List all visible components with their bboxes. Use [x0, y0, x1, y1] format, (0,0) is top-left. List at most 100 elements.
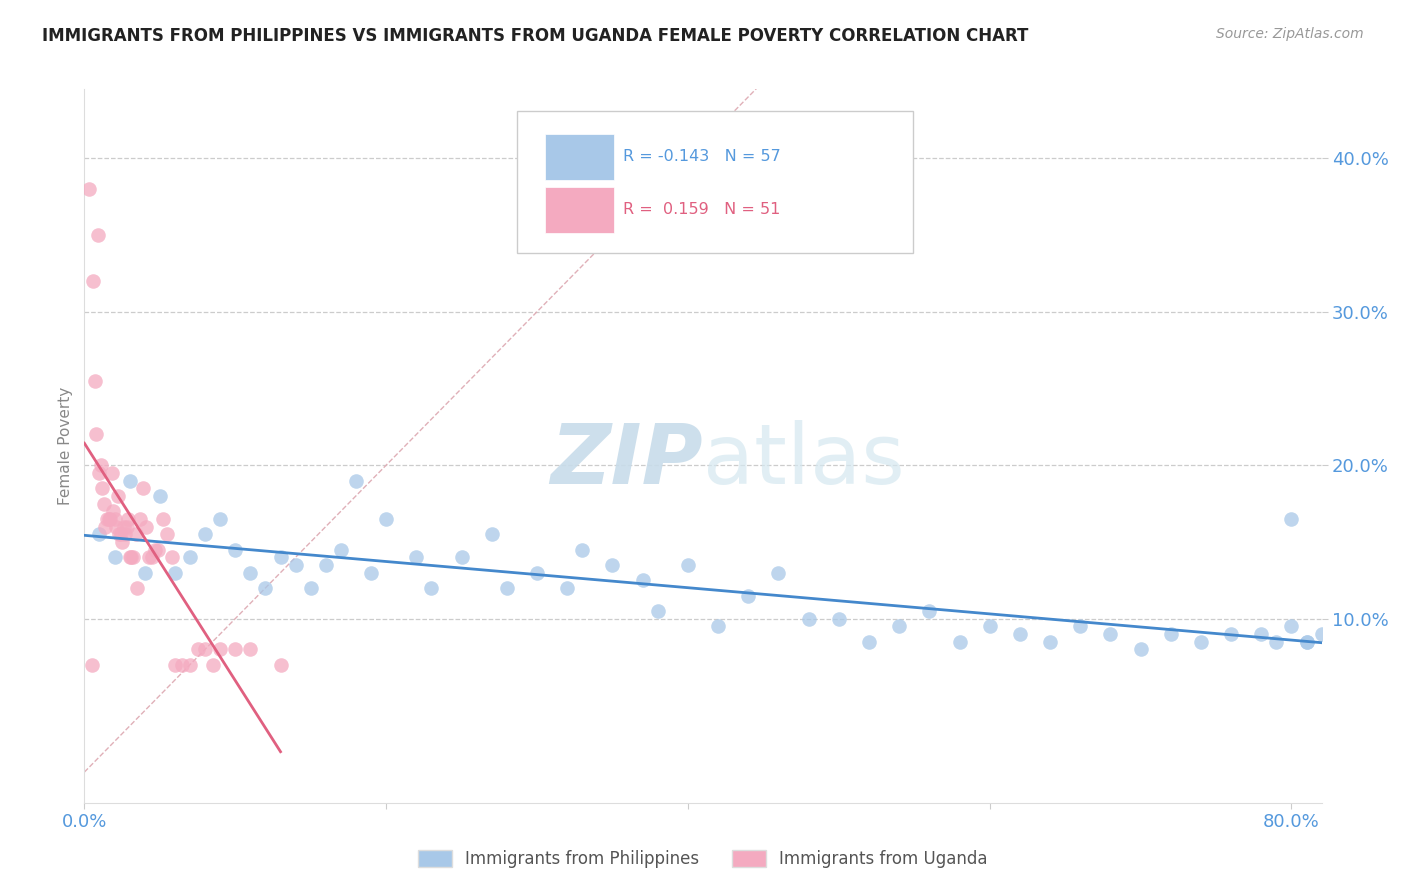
Point: [889, 619, 911, 633]
Point: [194, 642, 217, 657]
Point: [707, 619, 730, 633]
Point: [101, 504, 124, 518]
Text: IMMIGRANTS FROM PHILIPPINES VS IMMIGRANTS FROM UGANDA FEMALE POVERTY CORRELATION: IMMIGRANTS FROM PHILIPPINES VS IMMIGRANT…: [42, 27, 1029, 45]
Point: [420, 581, 443, 595]
Y-axis label: Female Poverty: Female Poverty: [58, 387, 73, 505]
Point: [676, 558, 699, 572]
Point: [111, 535, 134, 549]
Point: [209, 512, 232, 526]
Point: [100, 466, 122, 480]
Point: [148, 542, 170, 557]
Text: ZIP: ZIP: [550, 420, 703, 500]
Point: [103, 512, 125, 526]
Point: [375, 512, 398, 526]
Text: atlas: atlas: [703, 420, 904, 500]
Point: [239, 642, 262, 657]
Point: [1281, 512, 1303, 526]
Point: [135, 519, 157, 533]
Point: [209, 642, 232, 657]
Point: [329, 542, 352, 557]
Point: [360, 566, 382, 580]
Point: [96, 512, 118, 526]
Text: R = -0.143   N = 57: R = -0.143 N = 57: [623, 150, 780, 164]
Point: [1008, 627, 1031, 641]
Point: [179, 657, 201, 672]
Point: [138, 550, 160, 565]
Point: [118, 474, 141, 488]
Point: [405, 550, 427, 565]
Point: [1160, 627, 1182, 641]
Point: [1310, 627, 1333, 641]
Point: [918, 604, 941, 618]
Point: [89, 527, 111, 541]
Point: [160, 550, 183, 565]
Point: [179, 550, 201, 565]
Point: [239, 566, 262, 580]
Point: [1265, 634, 1288, 648]
FancyBboxPatch shape: [517, 111, 914, 253]
Point: [1295, 634, 1317, 648]
Point: [82, 274, 104, 288]
Point: [647, 604, 669, 618]
Point: [1189, 634, 1212, 648]
Point: [143, 542, 166, 557]
Point: [120, 550, 142, 565]
Text: Source: ZipAtlas.com: Source: ZipAtlas.com: [1216, 27, 1364, 41]
Point: [1281, 619, 1303, 633]
Point: [1295, 634, 1317, 648]
Point: [124, 527, 146, 541]
Point: [737, 589, 759, 603]
Point: [1039, 634, 1062, 648]
Point: [115, 519, 138, 533]
Point: [828, 612, 851, 626]
Point: [186, 642, 208, 657]
Point: [270, 550, 292, 565]
Point: [163, 657, 186, 672]
Point: [299, 581, 322, 595]
FancyBboxPatch shape: [544, 134, 614, 180]
Point: [1129, 642, 1152, 657]
Point: [89, 466, 111, 480]
Point: [1069, 619, 1091, 633]
Point: [768, 566, 790, 580]
Point: [1250, 627, 1272, 641]
Point: [254, 581, 277, 595]
Point: [1220, 627, 1243, 641]
Point: [108, 527, 131, 541]
Point: [94, 519, 117, 533]
Point: [555, 581, 578, 595]
Point: [979, 619, 1001, 633]
Point: [631, 574, 654, 588]
Point: [315, 558, 337, 572]
Point: [91, 481, 114, 495]
Point: [117, 512, 139, 526]
Point: [93, 497, 115, 511]
Point: [103, 550, 125, 565]
Point: [134, 566, 156, 580]
Point: [110, 527, 132, 541]
Point: [114, 527, 136, 541]
Point: [270, 657, 292, 672]
Point: [858, 634, 880, 648]
Legend: Immigrants from Philippines, Immigrants from Uganda: Immigrants from Philippines, Immigrants …: [412, 843, 994, 875]
Point: [98, 512, 121, 526]
Point: [201, 657, 224, 672]
Point: [450, 550, 472, 565]
Point: [571, 542, 593, 557]
Point: [107, 489, 129, 503]
Point: [1099, 627, 1122, 641]
Point: [149, 489, 172, 503]
Point: [84, 374, 107, 388]
Point: [87, 227, 110, 242]
Point: [97, 512, 120, 526]
Text: R =  0.159   N = 51: R = 0.159 N = 51: [623, 202, 780, 218]
Point: [948, 634, 970, 648]
Point: [80, 657, 103, 672]
Point: [105, 519, 128, 533]
Point: [224, 542, 246, 557]
Point: [132, 481, 155, 495]
Point: [344, 474, 367, 488]
Point: [602, 558, 624, 572]
Point: [224, 642, 246, 657]
Point: [163, 566, 186, 580]
